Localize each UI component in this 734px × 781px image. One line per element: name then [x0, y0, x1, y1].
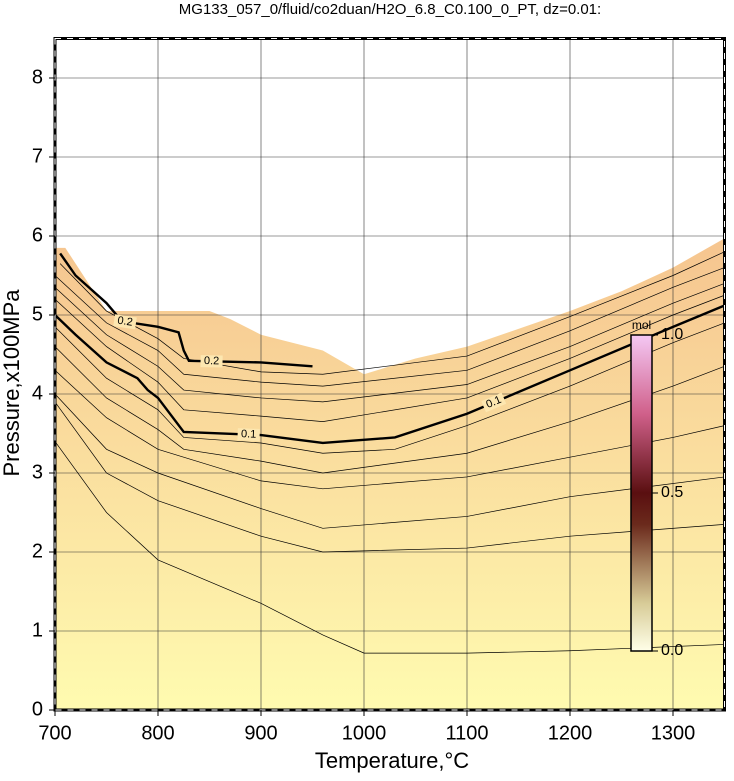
y-axis-title: Pressure,x100MPa [0, 289, 24, 477]
contour-line [54, 304, 725, 445]
contour-label-bg [237, 428, 260, 442]
contour-label-group: 0.2 [200, 355, 223, 368]
contour-label-bg [481, 392, 507, 413]
colorbar-label: mol [632, 318, 651, 332]
y-tick-label: 7 [32, 145, 43, 167]
contour-label: 0.2 [117, 315, 134, 329]
contour-line [54, 322, 725, 454]
y-tick-label: 6 [32, 224, 43, 246]
x-tick-label: 1200 [548, 722, 593, 744]
contour-label-group: 0.2 [113, 314, 137, 330]
contour-line [54, 401, 725, 553]
contour-line [54, 267, 725, 387]
y-tick-label: 1 [32, 619, 43, 641]
y-tick-label: 3 [32, 461, 43, 483]
contour-label: 0.2 [204, 355, 220, 367]
contour-label-group: 0.1 [237, 428, 260, 442]
colorbar-tick-label: 0.5 [661, 484, 683, 501]
colorbar-tick-label: 1.0 [661, 326, 683, 343]
x-tick-label: 800 [141, 722, 174, 744]
contour-line [54, 346, 725, 474]
chart-title: MG133_057_0/fluid/co2duan/H2O_6.8_C0.100… [179, 1, 601, 18]
x-tick-label: 700 [38, 722, 71, 744]
x-tick-label: 1300 [651, 722, 696, 744]
y-tick-label: 5 [32, 303, 43, 325]
y-tick-label: 4 [32, 382, 43, 404]
colorbar [630, 334, 653, 652]
contour-line [54, 283, 725, 403]
contour-label-group: 0.1 [481, 392, 507, 413]
y-tick-label: 2 [32, 540, 43, 562]
plot-frame [53, 37, 726, 712]
y-tick-label: 8 [32, 66, 43, 88]
contour-line [54, 441, 725, 654]
contour-line [59, 252, 313, 368]
contour-line [54, 294, 725, 423]
stable-field [55, 238, 725, 710]
x-tick-label: 900 [244, 722, 277, 744]
x-axis-title: Temperature,°C [315, 748, 469, 773]
contour-label-bg [200, 355, 223, 368]
contour-label: 0.1 [484, 394, 503, 411]
contour-label-bg [113, 314, 137, 330]
y-tick-label: 0 [32, 698, 43, 720]
x-tick-label: 1000 [342, 722, 387, 744]
contour-line [54, 393, 725, 529]
colorbar-tick-label: 0.0 [661, 642, 683, 659]
contour-label: 0.1 [241, 428, 257, 441]
x-tick-label: 1100 [445, 722, 488, 744]
